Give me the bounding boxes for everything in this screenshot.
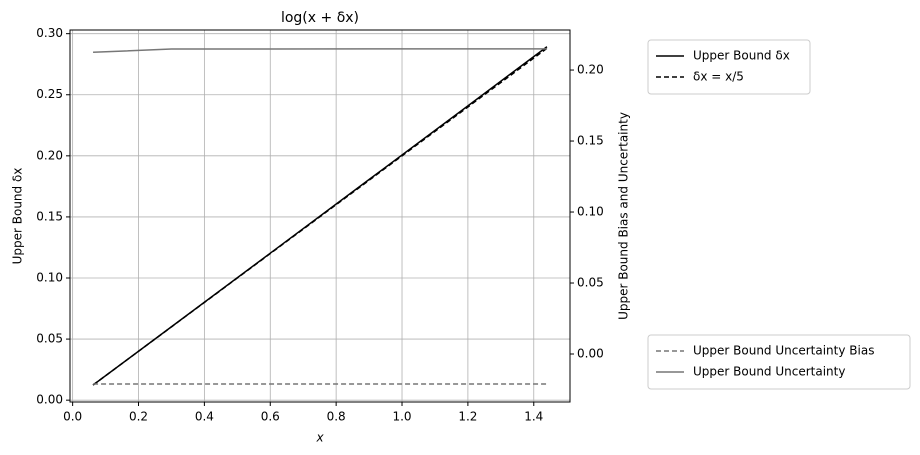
x-tick-label: 1.0 xyxy=(392,410,411,424)
y2-tick-label: 0.00 xyxy=(577,347,604,361)
legend-box xyxy=(647,334,911,390)
plot-frame xyxy=(69,29,571,403)
y2-tick-label: 0.05 xyxy=(577,276,604,290)
legend-label: Upper Bound Uncertainty Bias xyxy=(693,344,874,358)
x-axis-label: x xyxy=(315,431,324,445)
y2-tick-label: 0.20 xyxy=(577,63,604,77)
x-tick-label: 0.6 xyxy=(261,410,280,424)
x-tick-label: 0.8 xyxy=(327,410,346,424)
x-tick-label: 0.0 xyxy=(63,410,82,424)
x-tick-label: 1.2 xyxy=(458,410,477,424)
chart-title: log(x + δx) xyxy=(281,10,359,26)
y2-axis-label: Upper Bound Bias and Uncertainty xyxy=(617,112,631,320)
y-axis-label: Upper Bound δx xyxy=(11,168,25,265)
legend-label: Upper Bound Uncertainty xyxy=(693,365,845,379)
x-tick-label: 1.4 xyxy=(524,410,543,424)
series-line xyxy=(93,48,547,54)
legend-box xyxy=(647,39,811,95)
y-tick-label: 0.30 xyxy=(36,26,63,40)
y-tick-label: 0.15 xyxy=(36,209,63,223)
y-tick-label: 0.25 xyxy=(36,87,63,101)
y2-tick-label: 0.10 xyxy=(577,205,604,219)
legend-label: δx = x/5 xyxy=(693,70,744,84)
y-tick-label: 0.00 xyxy=(36,393,63,407)
y-tick-label: 0.20 xyxy=(36,148,63,162)
y2-tick-label: 0.15 xyxy=(577,134,604,148)
legend-label: Upper Bound δx xyxy=(693,49,790,63)
x-tick-label: 0.2 xyxy=(129,410,148,424)
y-tick-label: 0.05 xyxy=(36,332,63,346)
y-tick-label: 0.10 xyxy=(36,271,63,285)
series-line xyxy=(92,47,548,386)
x-tick-label: 0.4 xyxy=(195,410,214,424)
